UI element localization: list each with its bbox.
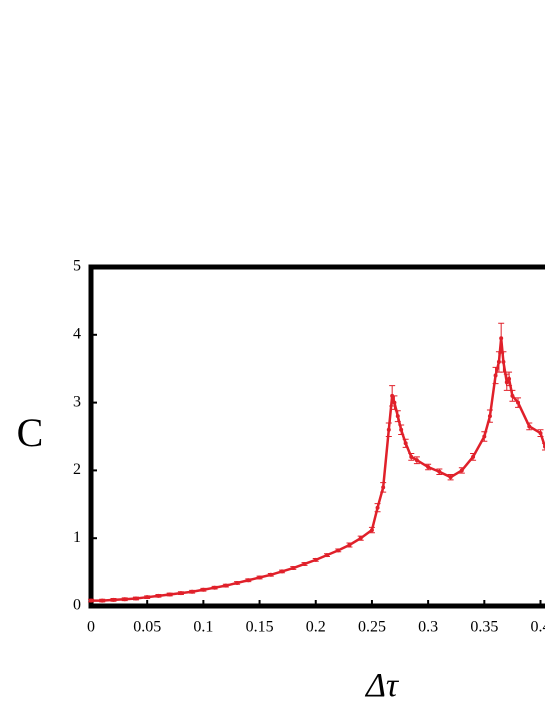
- point: [510, 393, 515, 398]
- point: [437, 469, 442, 474]
- point: [268, 572, 273, 577]
- point: [111, 597, 116, 602]
- y-axis-label: C: [17, 410, 44, 455]
- frame: [88, 264, 545, 609]
- point: [448, 475, 453, 480]
- point: [395, 414, 400, 419]
- point: [358, 536, 363, 541]
- point: [527, 424, 532, 429]
- point: [212, 585, 217, 590]
- point: [487, 414, 492, 419]
- point: [257, 575, 262, 580]
- point: [133, 596, 138, 601]
- point: [426, 465, 431, 470]
- point: [280, 569, 285, 574]
- point: [386, 427, 391, 432]
- point: [167, 592, 172, 597]
- point: [504, 380, 509, 385]
- x-tick-label: 0.35: [470, 619, 498, 636]
- point: [516, 400, 521, 405]
- point: [471, 454, 476, 459]
- point: [369, 528, 374, 533]
- y-tick-label: 4: [73, 325, 81, 342]
- point: [375, 505, 380, 510]
- point: [499, 336, 504, 341]
- y-tick-label: 1: [73, 529, 81, 546]
- point: [235, 580, 240, 585]
- point: [381, 485, 386, 490]
- point: [178, 591, 183, 596]
- x-tick-label: 0.3: [418, 619, 438, 636]
- y-tick-label: 3: [73, 393, 81, 410]
- y-tick-label: 2: [73, 461, 81, 478]
- y-tick-label: 0: [73, 597, 81, 614]
- point: [482, 434, 487, 439]
- point: [145, 595, 150, 600]
- point: [313, 557, 318, 562]
- point: [392, 400, 397, 405]
- x-tick-label: 0.2: [306, 619, 326, 636]
- point: [201, 587, 206, 592]
- point: [347, 542, 352, 547]
- point: [538, 431, 543, 436]
- x-axis-label: Δτ: [364, 667, 400, 704]
- point: [409, 454, 414, 459]
- point: [403, 441, 408, 446]
- point: [190, 589, 195, 594]
- point: [122, 597, 127, 602]
- point: [336, 548, 341, 553]
- x-tick-label: 0: [87, 619, 95, 636]
- point: [324, 553, 329, 558]
- point: [399, 427, 404, 432]
- point: [223, 583, 228, 588]
- point: [302, 561, 307, 566]
- x-tick-label: 0.15: [246, 619, 274, 636]
- error-bar: [542, 442, 545, 451]
- x-tick-label: 0.1: [193, 619, 213, 636]
- point: [459, 468, 464, 473]
- point: [507, 376, 512, 381]
- y-tick-label: 5: [73, 258, 81, 275]
- x-tick-label: 0.05: [133, 619, 161, 636]
- point: [414, 458, 419, 463]
- point: [291, 566, 296, 571]
- x-tick-label: 0.25: [358, 619, 386, 636]
- x-tick-label: 0.4: [531, 619, 545, 636]
- point: [156, 593, 161, 598]
- point: [246, 578, 251, 583]
- point: [496, 359, 501, 364]
- point: [493, 373, 498, 378]
- point: [89, 598, 93, 603]
- point: [100, 598, 105, 603]
- point: [501, 359, 506, 364]
